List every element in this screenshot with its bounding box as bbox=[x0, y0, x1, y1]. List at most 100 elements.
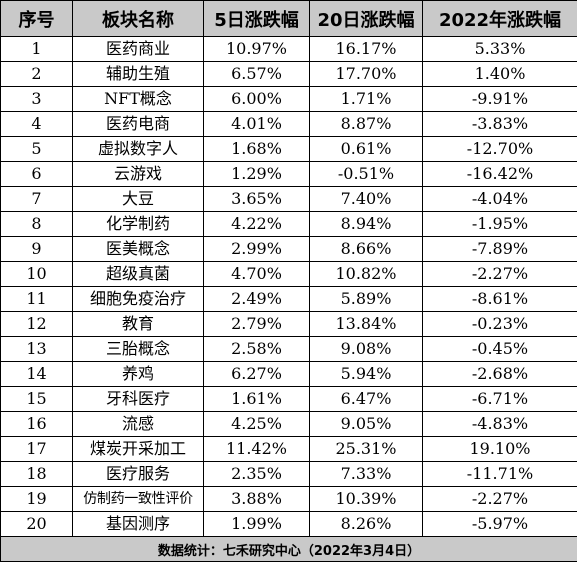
row-index: 8 bbox=[0, 211, 73, 237]
change-2022: -7.89% bbox=[422, 236, 577, 262]
table-row: 19 仿制药一致性评价 3.88% 10.39% -2.27% bbox=[0, 486, 577, 512]
change-20day: 8.66% bbox=[309, 236, 423, 262]
header-20day-change: 20日涨跌幅 bbox=[309, 0, 423, 37]
change-5day: 2.99% bbox=[203, 236, 310, 262]
row-index: 4 bbox=[0, 111, 73, 137]
sector-name: 大豆 bbox=[72, 186, 204, 212]
table-row: 11 细胞免疫治疗 2.49% 5.89% -8.61% bbox=[0, 286, 577, 312]
change-2022: -1.95% bbox=[422, 211, 577, 237]
table-row: 8 化学制药 4.22% 8.94% -1.95% bbox=[0, 211, 577, 237]
change-5day: 4.22% bbox=[203, 211, 310, 237]
sector-name: 辅助生殖 bbox=[72, 61, 204, 87]
change-2022: -3.83% bbox=[422, 111, 577, 137]
table-row: 2 辅助生殖 6.57% 17.70% 1.40% bbox=[0, 61, 577, 87]
row-index: 5 bbox=[0, 136, 73, 162]
header-row: 序号 板块名称 5日涨跌幅 20日涨跌幅 2022年涨跌幅 bbox=[0, 0, 577, 37]
change-20day: 10.82% bbox=[309, 261, 423, 287]
change-5day: 1.68% bbox=[203, 136, 310, 162]
row-index: 3 bbox=[0, 86, 73, 112]
row-index: 9 bbox=[0, 236, 73, 262]
change-20day: 5.94% bbox=[309, 361, 423, 387]
sector-name: 云游戏 bbox=[72, 161, 204, 187]
footer-row: 数据统计：七禾研究中心（2022年3月4日） bbox=[0, 536, 577, 562]
change-2022: 1.40% bbox=[422, 61, 577, 87]
sector-name: 细胞免疫治疗 bbox=[72, 286, 204, 312]
row-index: 2 bbox=[0, 61, 73, 87]
row-index: 7 bbox=[0, 186, 73, 212]
row-index: 14 bbox=[0, 361, 73, 387]
change-20day: 10.39% bbox=[309, 486, 423, 512]
table-body: 1 医药商业 10.97% 16.17% 5.33% 2 辅助生殖 6.57% 17.70% 1.… bbox=[0, 36, 577, 537]
change-20day: 17.70% bbox=[309, 61, 423, 87]
header-index: 序号 bbox=[0, 0, 73, 37]
change-5day: 2.49% bbox=[203, 286, 310, 312]
change-20day: 8.94% bbox=[309, 211, 423, 237]
change-20day: 0.61% bbox=[309, 136, 423, 162]
change-5day: 6.27% bbox=[203, 361, 310, 387]
table-row: 17 煤炭开采加工 11.42% 25.31% 19.10% bbox=[0, 436, 577, 462]
sector-name: 医药商业 bbox=[72, 36, 204, 62]
table-row: 14 养鸡 6.27% 5.94% -2.68% bbox=[0, 361, 577, 387]
change-20day: 8.26% bbox=[309, 511, 423, 537]
table-row: 20 基因测序 1.99% 8.26% -5.97% bbox=[0, 511, 577, 537]
change-5day: 3.88% bbox=[203, 486, 310, 512]
change-20day: 7.33% bbox=[309, 461, 423, 487]
row-index: 13 bbox=[0, 336, 73, 362]
sector-name: 基因测序 bbox=[72, 511, 204, 537]
row-index: 12 bbox=[0, 311, 73, 337]
change-2022: 5.33% bbox=[422, 36, 577, 62]
table-row: 10 超级真菌 4.70% 10.82% -2.27% bbox=[0, 261, 577, 287]
change-5day: 11.42% bbox=[203, 436, 310, 462]
change-20day: 7.40% bbox=[309, 186, 423, 212]
table-row: 5 虚拟数字人 1.68% 0.61% -12.70% bbox=[0, 136, 577, 162]
row-index: 18 bbox=[0, 461, 73, 487]
change-5day: 2.79% bbox=[203, 311, 310, 337]
change-5day: 1.61% bbox=[203, 386, 310, 412]
change-20day: 6.47% bbox=[309, 386, 423, 412]
table-row: 18 医疗服务 2.35% 7.33% -11.71% bbox=[0, 461, 577, 487]
change-2022: -4.83% bbox=[422, 411, 577, 437]
table-row: 1 医药商业 10.97% 16.17% 5.33% bbox=[0, 36, 577, 62]
table-row: 9 医美概念 2.99% 8.66% -7.89% bbox=[0, 236, 577, 262]
change-5day: 4.70% bbox=[203, 261, 310, 287]
change-20day: 25.31% bbox=[309, 436, 423, 462]
data-source-note: 数据统计：七禾研究中心（2022年3月4日） bbox=[0, 536, 577, 562]
change-2022: -0.45% bbox=[422, 336, 577, 362]
change-2022: -9.91% bbox=[422, 86, 577, 112]
table-row: 4 医药电商 4.01% 8.87% -3.83% bbox=[0, 111, 577, 137]
sector-name: 化学制药 bbox=[72, 211, 204, 237]
change-20day: 9.08% bbox=[309, 336, 423, 362]
header-2022-change: 2022年涨跌幅 bbox=[422, 0, 577, 37]
sector-name: 超级真菌 bbox=[72, 261, 204, 287]
table-row: 7 大豆 3.65% 7.40% -4.04% bbox=[0, 186, 577, 212]
row-index: 10 bbox=[0, 261, 73, 287]
table-row: 3 NFT概念 6.00% 1.71% -9.91% bbox=[0, 86, 577, 112]
change-2022: -2.68% bbox=[422, 361, 577, 387]
change-2022: -5.97% bbox=[422, 511, 577, 537]
change-5day: 6.57% bbox=[203, 61, 310, 87]
table-row: 13 三胎概念 2.58% 9.08% -0.45% bbox=[0, 336, 577, 362]
change-20day: 16.17% bbox=[309, 36, 423, 62]
change-5day: 4.25% bbox=[203, 411, 310, 437]
change-5day: 2.58% bbox=[203, 336, 310, 362]
sector-name: 医疗服务 bbox=[72, 461, 204, 487]
change-2022: -4.04% bbox=[422, 186, 577, 212]
change-20day: 8.87% bbox=[309, 111, 423, 137]
change-5day: 3.65% bbox=[203, 186, 310, 212]
sector-name: NFT概念 bbox=[72, 86, 204, 112]
row-index: 6 bbox=[0, 161, 73, 187]
row-index: 19 bbox=[0, 486, 73, 512]
change-20day: 13.84% bbox=[309, 311, 423, 337]
row-index: 17 bbox=[0, 436, 73, 462]
change-5day: 2.35% bbox=[203, 461, 310, 487]
sector-name: 煤炭开采加工 bbox=[72, 436, 204, 462]
row-index: 16 bbox=[0, 411, 73, 437]
sector-name: 教育 bbox=[72, 311, 204, 337]
row-index: 1 bbox=[0, 36, 73, 62]
header-5day-change: 5日涨跌幅 bbox=[203, 0, 310, 37]
table-row: 16 流感 4.25% 9.05% -4.83% bbox=[0, 411, 577, 437]
row-index: 20 bbox=[0, 511, 73, 537]
change-2022: -16.42% bbox=[422, 161, 577, 187]
